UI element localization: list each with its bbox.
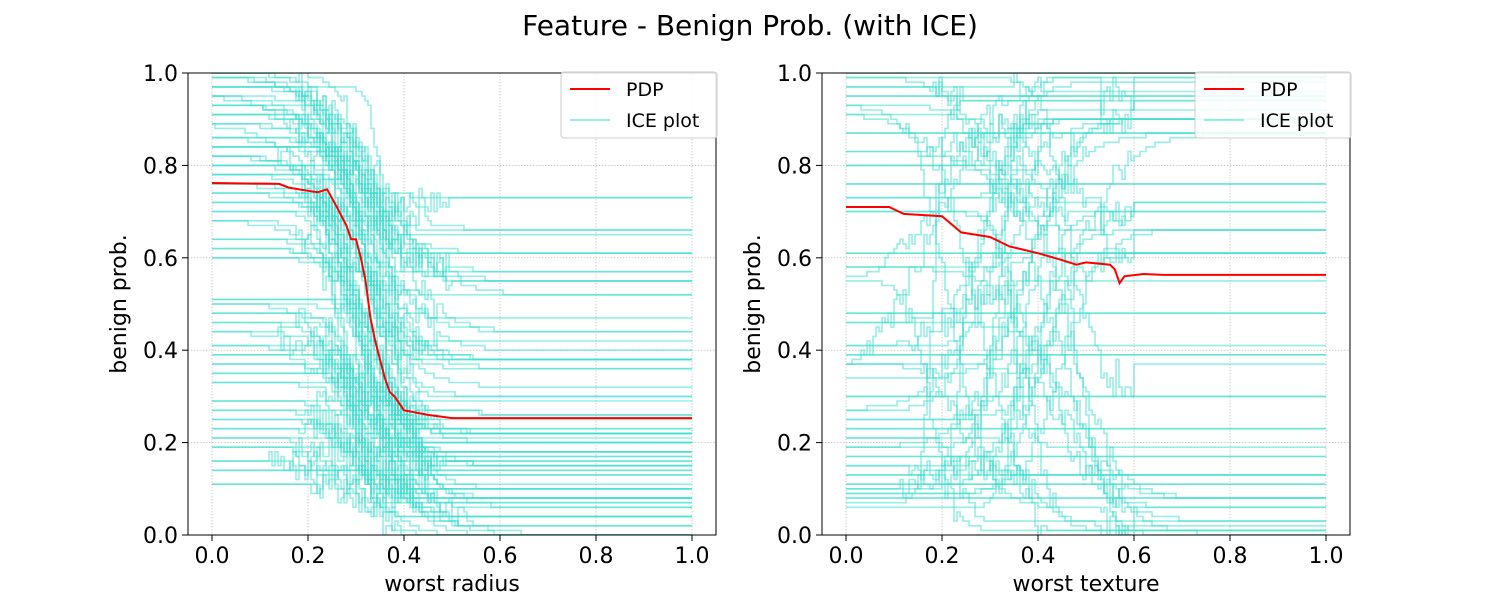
pdp-line (211, 182, 692, 420)
figure-title: Feature - Benign Prob. (with ICE) (522, 9, 978, 42)
ice-line (212, 136, 692, 444)
legend-ice-label-right: ICE plot (1260, 110, 1333, 132)
x-tick-label: 1.0 (1309, 544, 1344, 569)
ice-line (212, 418, 692, 535)
ice-lines-left (212, 73, 692, 535)
ice-line (212, 344, 692, 425)
x-ticks-left: 0.0 0.2 0.4 0.6 0.8 1.0 (195, 535, 710, 569)
x-tick-label: 0.8 (1213, 544, 1248, 569)
ice-line (846, 210, 1326, 448)
y-tick-label: 1.0 (143, 62, 178, 87)
legend-pdp-label-right: PDP (1260, 79, 1298, 101)
ice-line (212, 372, 692, 439)
ice-line (212, 220, 692, 296)
ice-line (846, 344, 1326, 509)
x-tick-label: 0.0 (195, 544, 230, 569)
y-tick-label: 0.6 (777, 247, 812, 272)
legend-ice-label-left: ICE plot (626, 110, 699, 132)
ice-line (212, 441, 692, 490)
chart-left: 0.0 0.2 0.4 0.6 0.8 1.0 0.0 0.2 0.4 0.6 0.8 1.0 wo… (107, 62, 718, 597)
y-tick-label: 0.2 (777, 432, 812, 457)
pdp-line-left (211, 182, 692, 420)
axes-frame-left (187, 72, 717, 536)
ice-line (212, 460, 692, 504)
ice-line (846, 229, 1326, 495)
pdp-line-right (846, 206, 1326, 286)
x-tick-label: 0.0 (829, 544, 864, 569)
ice-line (212, 330, 692, 421)
y-axis-label-left: benign prob. (107, 234, 132, 373)
ice-line (846, 150, 1326, 535)
ice-line (212, 474, 692, 513)
ice-line (846, 280, 1326, 532)
ice-line (212, 164, 692, 282)
ice-line (846, 104, 1326, 236)
x-axis-label-left: worst radius (384, 572, 520, 597)
x-tick-label: 0.6 (1117, 544, 1152, 569)
y-tick-label: 0.0 (777, 524, 812, 549)
ice-line (212, 427, 692, 481)
ice-line (212, 146, 692, 254)
axes-frame-right (821, 72, 1351, 536)
x-tick-label: 0.8 (579, 544, 614, 569)
ice-line (212, 76, 692, 319)
ice-line (212, 238, 692, 527)
y-ticks-left: 0.0 0.2 0.4 0.6 0.8 1.0 (143, 62, 188, 549)
y-tick-label: 0.4 (777, 339, 812, 364)
y-tick-label: 0.0 (143, 524, 178, 549)
y-ticks-right: 0.0 0.2 0.4 0.6 0.8 1.0 (777, 62, 822, 549)
ice-line (212, 321, 692, 535)
legend-pdp-label-left: PDP (626, 79, 664, 101)
x-tick-label: 0.2 (291, 544, 326, 569)
y-tick-label: 0.8 (143, 154, 178, 179)
y-tick-label: 0.2 (143, 432, 178, 457)
ice-line (846, 363, 1326, 476)
x-tick-label: 0.6 (483, 544, 518, 569)
ice-line (846, 252, 1326, 476)
pdp-line (846, 206, 1326, 286)
ice-line (212, 354, 692, 430)
ice-line (212, 173, 692, 370)
ice-line (212, 95, 692, 333)
y-tick-label: 0.6 (143, 247, 178, 272)
y-tick-label: 0.4 (143, 339, 178, 364)
legend-right: PDP ICE plot (1194, 71, 1352, 139)
legend-left: PDP ICE plot (560, 71, 718, 139)
ice-line (212, 123, 692, 231)
ice-line (212, 187, 692, 227)
x-tick-label: 0.4 (1021, 544, 1056, 569)
ice-line (212, 104, 692, 509)
x-tick-label: 1.0 (675, 544, 710, 569)
x-axis-label-right: worst texture (1012, 572, 1159, 597)
ice-line (212, 86, 692, 361)
ice-line (212, 312, 692, 518)
ice-line (212, 155, 692, 453)
chart-right: 0.0 0.2 0.4 0.6 0.8 1.0 0.0 0.2 0.4 0.6 0.8 1.0 wo… (741, 62, 1352, 597)
x-tick-label: 0.2 (925, 544, 960, 569)
y-tick-label: 1.0 (777, 62, 812, 87)
x-tick-label: 0.4 (387, 544, 422, 569)
ice-line (212, 418, 692, 476)
y-tick-label: 0.8 (777, 154, 812, 179)
y-axis-label-right: benign prob. (741, 234, 766, 373)
x-ticks-right: 0.0 0.2 0.4 0.6 0.8 1.0 (829, 535, 1344, 569)
